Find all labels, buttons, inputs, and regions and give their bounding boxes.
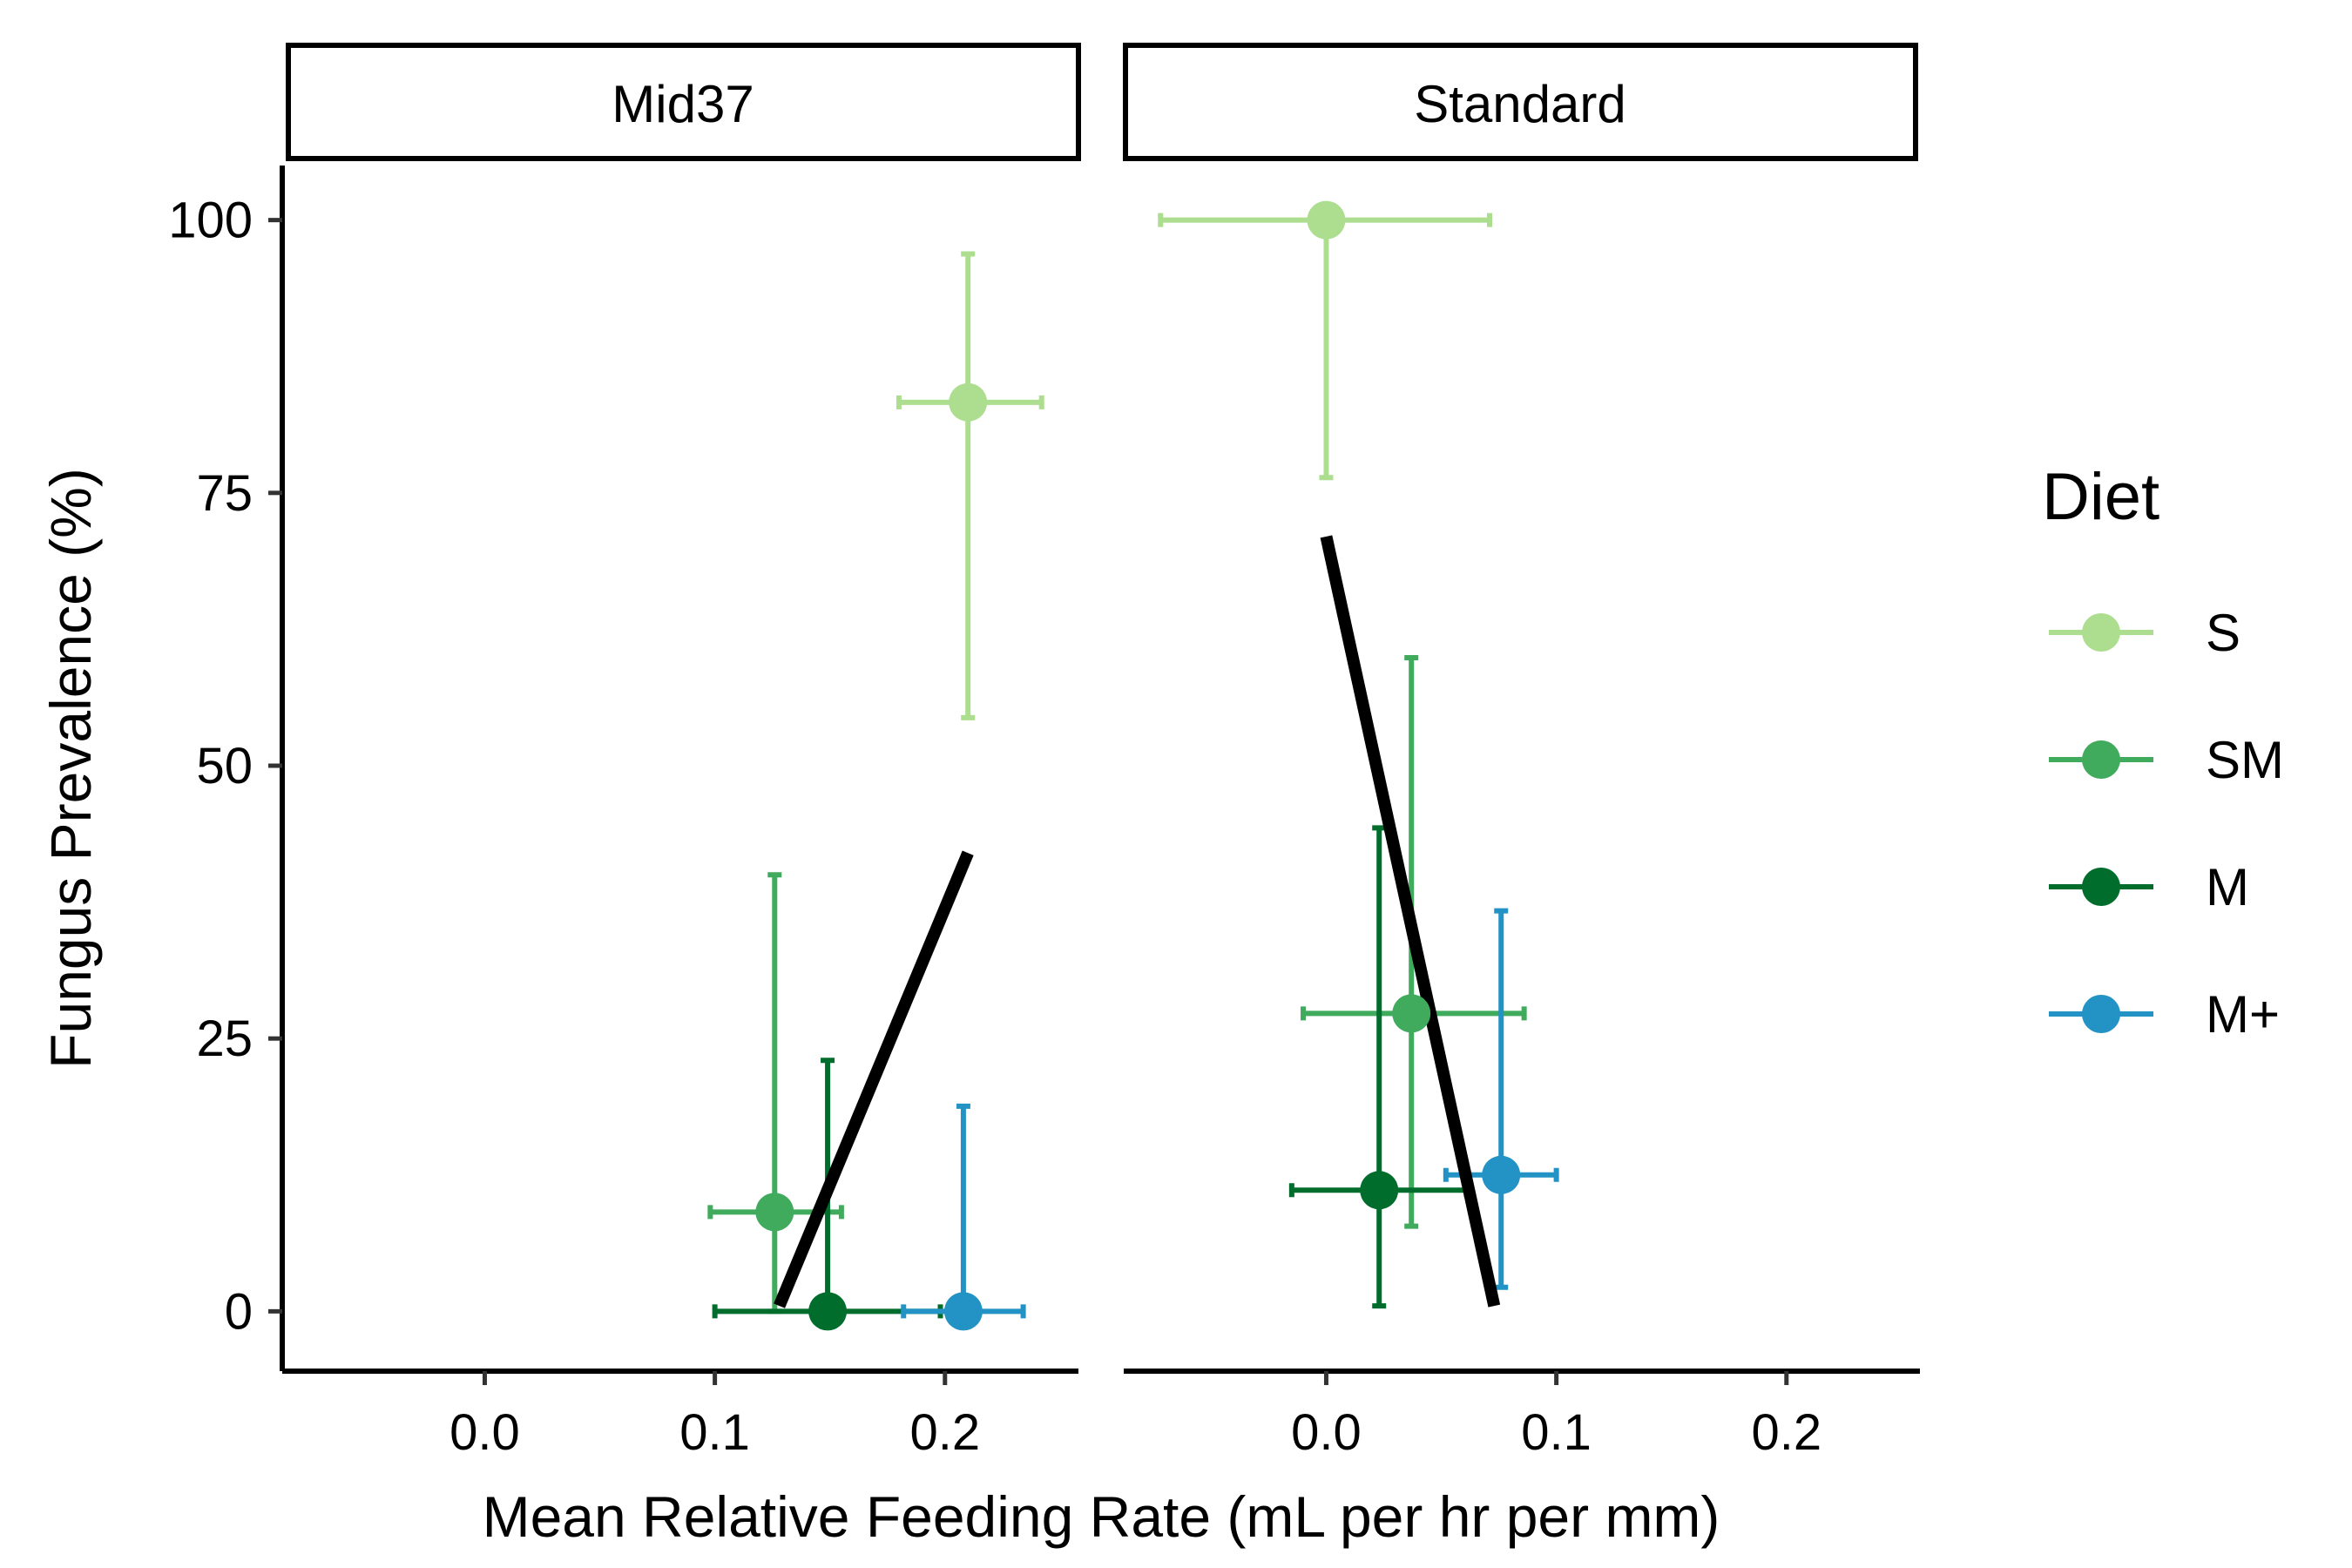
x-tick-label: 0.2	[909, 1404, 980, 1461]
point-sm	[755, 1193, 794, 1232]
y-tick-label: 100	[168, 193, 253, 249]
plot-area-standard	[1158, 200, 1559, 1309]
legend-item-sm: SM	[2049, 731, 2284, 789]
y-tick-label: 75	[196, 465, 253, 522]
panel-mid37: Mid37 0 25 50 75 100 0.0 0.1 0.2	[168, 43, 1081, 1461]
legend-key-point	[2082, 868, 2120, 906]
x-tick-label: 0.0	[1291, 1404, 1362, 1461]
legend-item-m: M	[2049, 858, 2249, 916]
legend-label: SM	[2206, 731, 2284, 789]
legend: Diet S SM M M+	[2042, 460, 2284, 1044]
x-axis-standard: 0.0 0.1 0.2	[1291, 1371, 1821, 1461]
legend-label: M	[2206, 858, 2249, 916]
y-tick-label: 25	[196, 1010, 253, 1067]
legend-key-point	[2082, 740, 2120, 779]
x-axis-title: Mean Relative Feeding Rate (mL per hr pe…	[483, 1484, 1720, 1549]
legend-item-s: S	[2049, 604, 2240, 662]
point-m	[1360, 1171, 1399, 1210]
legend-label: M+	[2206, 985, 2280, 1044]
point-m-plus	[943, 1292, 983, 1331]
fit-line	[774, 850, 974, 1308]
point-s	[1307, 200, 1346, 240]
x-tick-label: 0.1	[1521, 1404, 1592, 1461]
legend-key-point	[2082, 613, 2120, 652]
strip-label-standard: Standard	[1414, 75, 1626, 133]
x-axis-mid37: 0.0 0.1 0.2	[449, 1371, 980, 1461]
x-tick-label: 0.1	[679, 1404, 750, 1461]
fit-line	[1320, 535, 1501, 1308]
legend-item-m-plus: M+	[2049, 985, 2280, 1044]
legend-label: S	[2206, 604, 2240, 662]
errorbar-y-m-plus	[1494, 908, 1509, 1290]
strip-mid37	[286, 43, 1081, 161]
y-tick-label: 0	[225, 1283, 253, 1340]
y-axis: 0 25 50 75 100	[168, 193, 282, 1340]
point-s	[949, 382, 988, 422]
strip-standard	[1123, 43, 1918, 161]
x-tick-label: 0.0	[449, 1404, 520, 1461]
point-m-plus	[1482, 1155, 1521, 1194]
x-tick-label: 0.2	[1751, 1404, 1821, 1461]
panel-standard: Standard 0.0 0.1 0.2	[1123, 43, 1920, 1461]
point-m	[808, 1292, 848, 1331]
plot-area-mid37	[707, 251, 1044, 1331]
y-axis-title: Fungus Prevalence (%)	[38, 468, 103, 1069]
point-sm	[1392, 994, 1431, 1033]
errorbar-y-s	[961, 251, 976, 720]
y-tick-label: 50	[196, 738, 253, 794]
strip-label-mid37: Mid37	[612, 75, 754, 133]
legend-key-point	[2082, 995, 2120, 1033]
legend-title: Diet	[2042, 460, 2159, 534]
